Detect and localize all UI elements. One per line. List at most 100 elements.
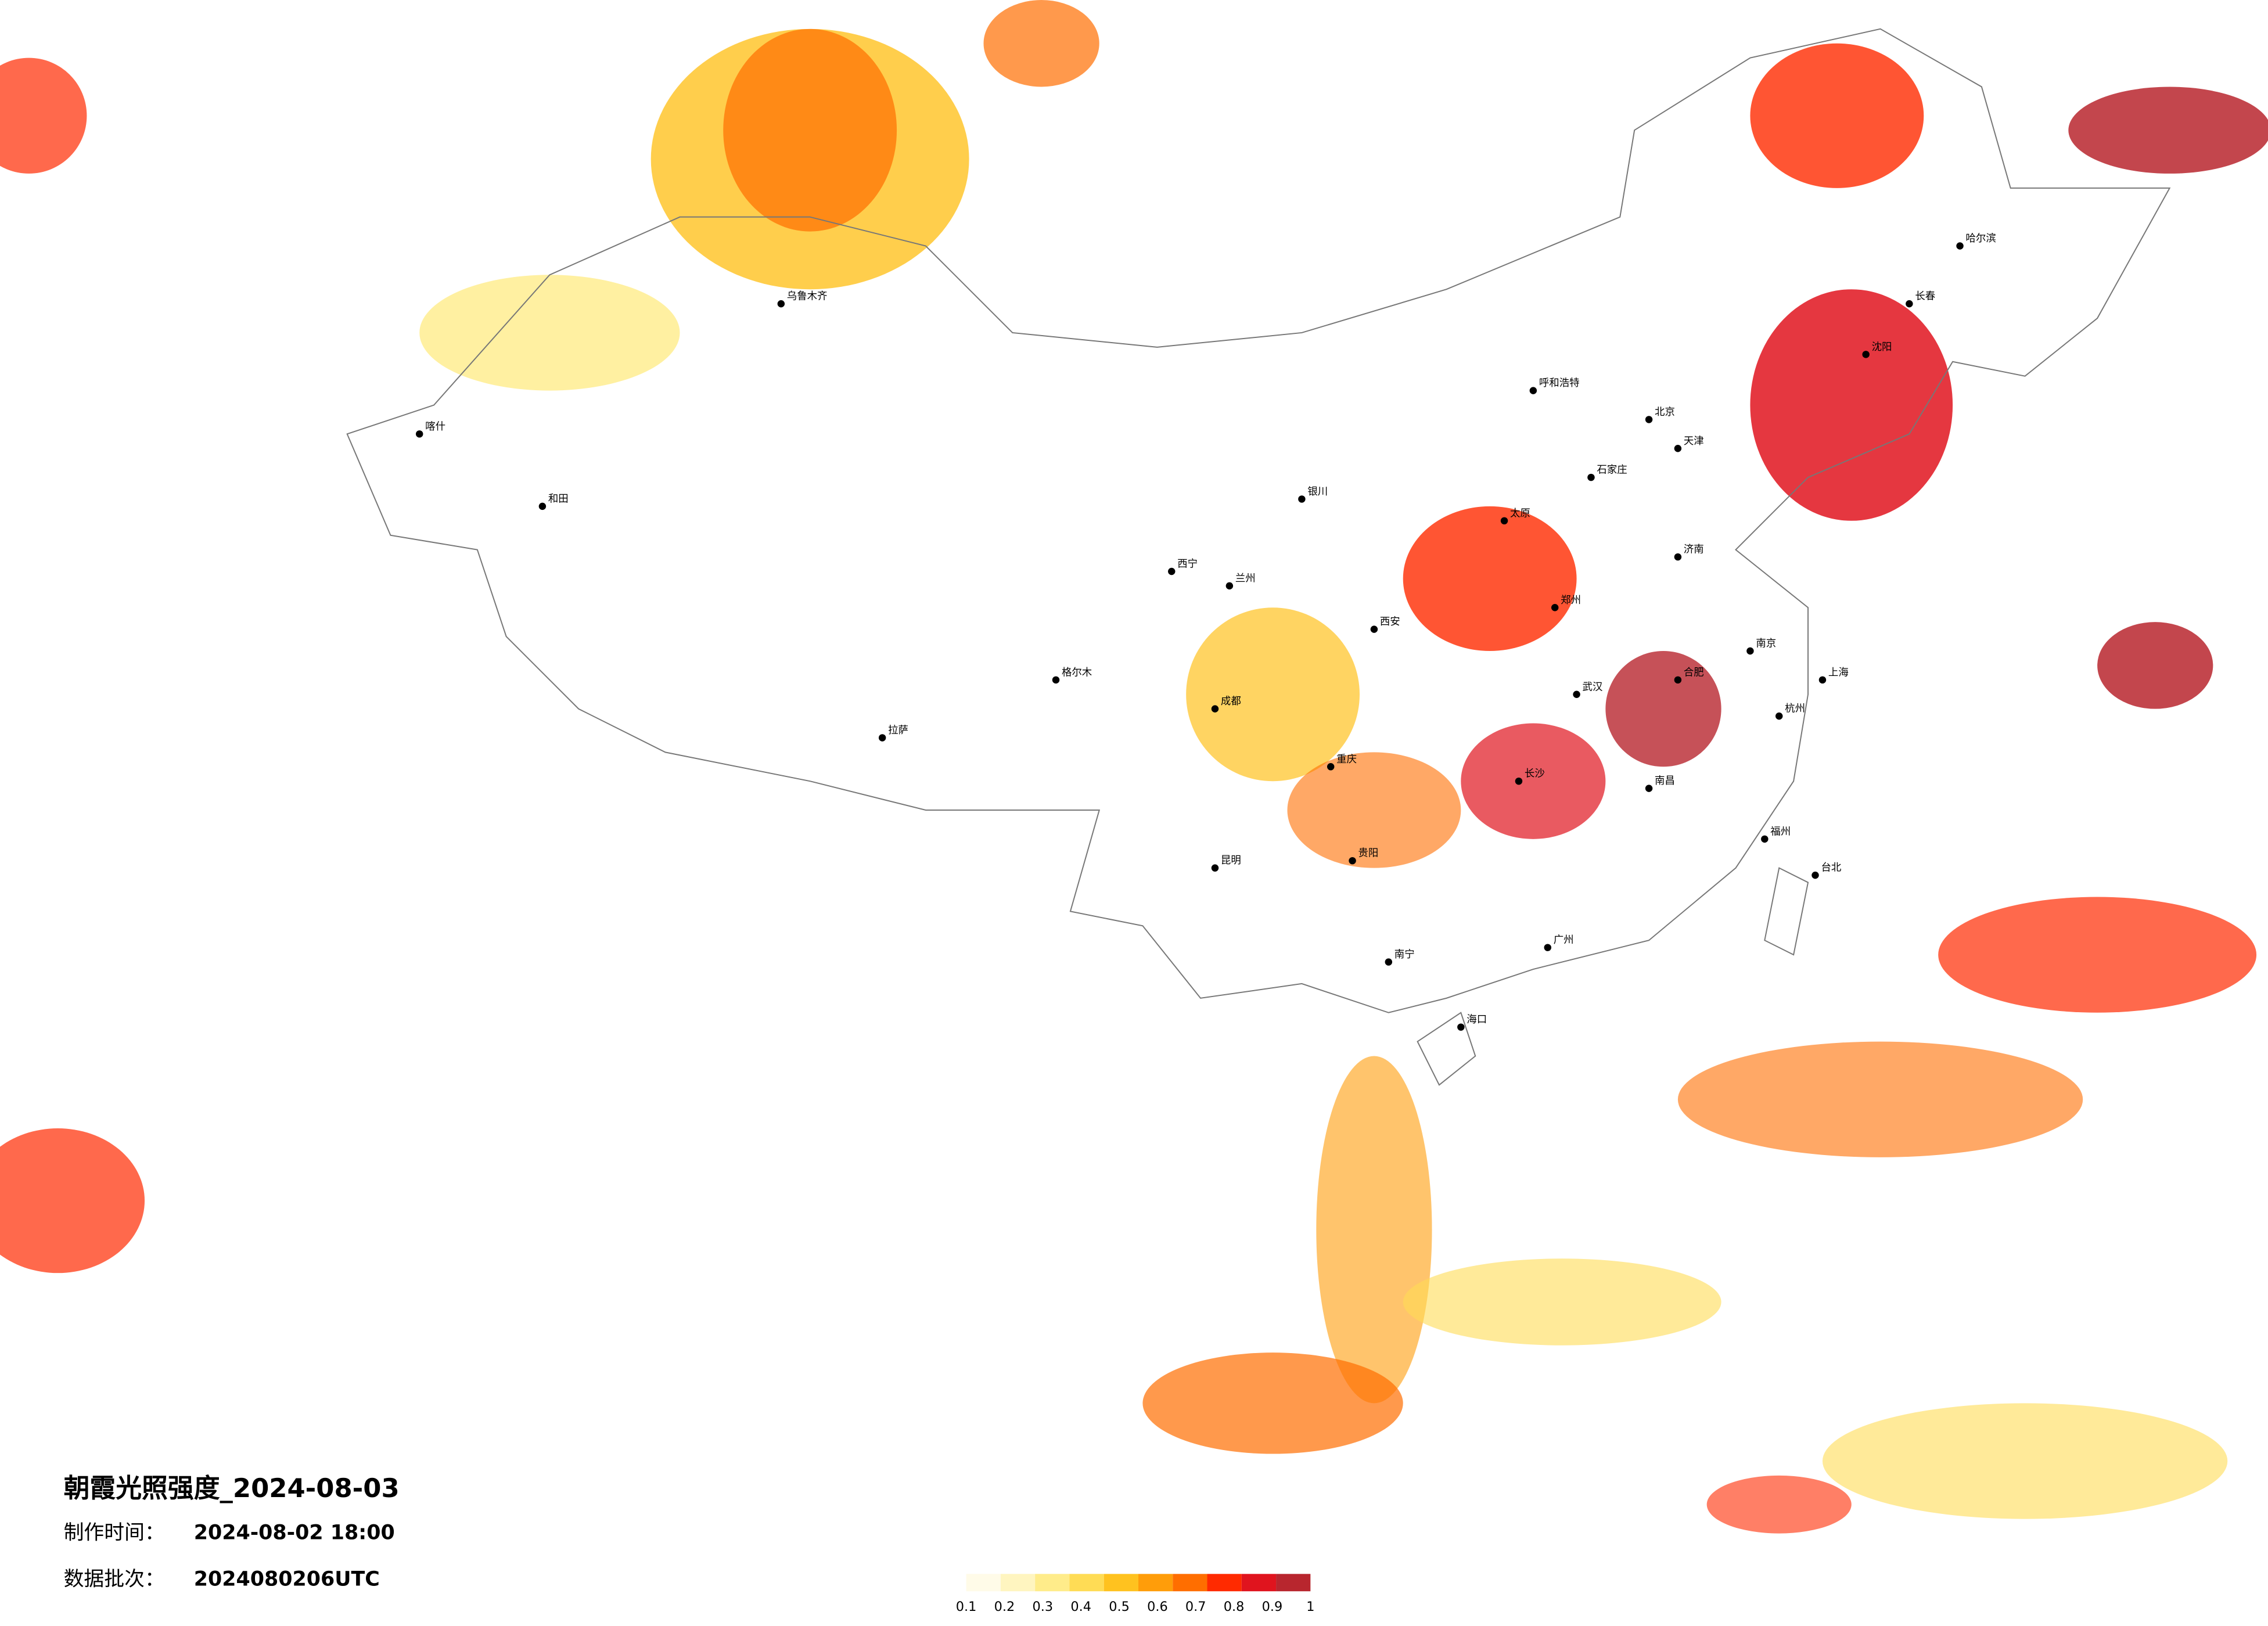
city-label: 长沙	[1525, 768, 1545, 780]
city-dot	[1573, 690, 1580, 698]
colorbar-swatch	[1173, 1574, 1207, 1592]
country-outline	[346, 28, 2171, 1013]
city-label: 天津	[1684, 436, 1704, 447]
city-label: 贵阳	[1358, 848, 1379, 859]
island-outline	[1417, 867, 1809, 1086]
colorbar-swatch	[1000, 1574, 1036, 1592]
city-dot	[1327, 763, 1335, 771]
city-dot	[1500, 517, 1508, 525]
city-label: 沈阳	[1872, 341, 1892, 353]
city-label: 上海	[1828, 667, 1849, 678]
heat-overlay	[0, 0, 2268, 1534]
city-label: 太原	[1510, 508, 1530, 519]
city-label: 济南	[1684, 544, 1704, 556]
city-label: 昆明	[1221, 855, 1241, 866]
city-dot	[1674, 676, 1682, 684]
city-label: 长春	[1915, 291, 1935, 303]
city-dot	[1862, 351, 1870, 358]
city-dot	[1349, 857, 1356, 865]
colorbar-swatch	[1138, 1574, 1173, 1592]
colorbar-tick-label: 0.2	[994, 1599, 1015, 1614]
city-label: 西宁	[1177, 559, 1198, 570]
colorbar-swatch	[1035, 1574, 1070, 1592]
city-label: 成都	[1221, 696, 1241, 707]
city-label: 台北	[1821, 862, 1841, 874]
colorbar-tick-label: 0.3	[1033, 1599, 1054, 1614]
batch: 2024080206UTC	[194, 1567, 380, 1591]
city-label: 石家庄	[1597, 465, 1627, 476]
city-dot	[415, 430, 423, 438]
city-dot	[1645, 416, 1653, 423]
city-dot	[1052, 676, 1060, 684]
city-label: 南京	[1756, 638, 1776, 650]
city-dot	[1529, 387, 1537, 394]
batch-label: 数据批次：	[64, 1567, 165, 1591]
colorbar-tick-label: 0.9	[1262, 1599, 1283, 1614]
city-dot	[878, 734, 886, 742]
city-dot	[777, 300, 785, 308]
city-dot	[1385, 958, 1393, 966]
city-label: 银川	[1307, 486, 1328, 498]
colorbar-tick-label: 0.8	[1224, 1599, 1245, 1614]
city-dot	[1551, 604, 1559, 611]
city-dot	[1956, 242, 1964, 250]
city-label: 兰州	[1235, 573, 1256, 584]
city-label: 呼和浩特	[1539, 377, 1580, 389]
city-dot	[1811, 871, 1819, 879]
city-label: 和田	[548, 493, 569, 505]
city-label: 福州	[1770, 826, 1791, 837]
city-dot	[1906, 300, 1913, 308]
city-label: 喀什	[425, 421, 445, 433]
colorbar-tick-label: 0.6	[1147, 1599, 1168, 1614]
colorbar-tick-label: 0.4	[1070, 1599, 1091, 1614]
colorbar-tick-label: 0.1	[956, 1599, 977, 1614]
city-dot	[1761, 835, 1769, 843]
city-label: 广州	[1554, 934, 1574, 946]
city-label: 拉萨	[888, 725, 908, 736]
city-label: 合肥	[1684, 667, 1704, 678]
city-dot	[1645, 785, 1653, 792]
city-dot	[1370, 625, 1378, 633]
made-time: 2024-08-02 18:00	[194, 1521, 395, 1545]
city-label: 重庆	[1336, 754, 1357, 765]
title: 朝霞光照强度_2024-08-03	[64, 1473, 400, 1503]
colorbar-swatch	[966, 1574, 1001, 1592]
city-dot	[1515, 777, 1523, 785]
city-dot	[1225, 582, 1234, 590]
city-dot	[1211, 705, 1219, 713]
made-label: 制作时间：	[64, 1521, 165, 1545]
colorbar-tick-label: 0.7	[1185, 1599, 1206, 1614]
city-label: 西安	[1380, 616, 1400, 628]
city-label: 武汉	[1583, 681, 1603, 693]
colorbar-swatch	[1241, 1574, 1277, 1592]
colorbar-swatch	[1207, 1574, 1242, 1592]
colorbar: 0.1 0.2 0.3 0.4 0.5 0.6 0.7 0.8 0.9 1	[956, 1574, 1314, 1614]
city-dot	[1168, 567, 1176, 575]
city-label: 南昌	[1655, 775, 1675, 787]
city-dot	[1457, 1023, 1465, 1031]
city-label: 杭州	[1785, 703, 1805, 715]
city-label: 北京	[1655, 406, 1675, 418]
city-dot	[1674, 553, 1682, 561]
city-dot	[1775, 712, 1783, 720]
city-dot	[1818, 676, 1827, 684]
city-label: 乌鲁木齐	[787, 291, 828, 303]
colorbar-tick-label: 1	[1306, 1599, 1314, 1614]
city-dot	[1674, 445, 1682, 452]
city-dot	[1746, 647, 1754, 655]
city-dot	[1544, 944, 1551, 951]
colorbar-swatch	[1104, 1574, 1138, 1592]
city-label: 郑州	[1561, 595, 1581, 606]
city-label: 哈尔滨	[1965, 233, 1996, 244]
colorbar-tick-label: 0.5	[1109, 1599, 1130, 1614]
city-dot	[1211, 864, 1219, 872]
city-label: 南宁	[1394, 949, 1415, 961]
city-label: 海口	[1467, 1014, 1487, 1026]
city-dot	[538, 502, 547, 510]
city-dot	[1587, 473, 1595, 481]
city-dot	[1298, 495, 1306, 503]
colorbar-swatch	[1276, 1574, 1311, 1592]
city-label: 格尔木	[1062, 667, 1092, 678]
